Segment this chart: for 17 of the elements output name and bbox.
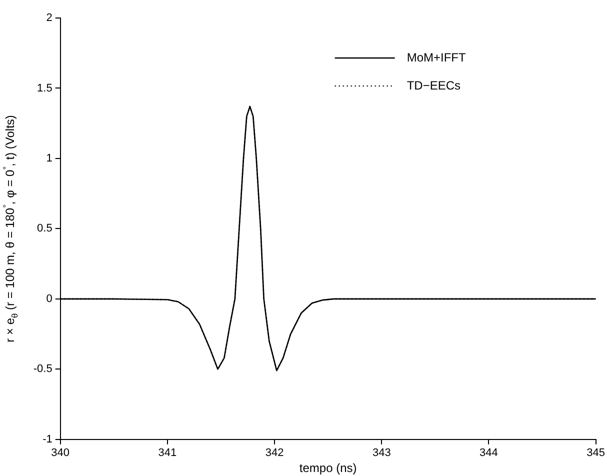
y-tick-label: 1	[46, 152, 52, 164]
y-tick-label: 1.5	[37, 82, 52, 94]
y-tick-label: -0.5	[33, 363, 52, 376]
x-tick-label: 343	[372, 447, 391, 460]
y-axis-title: r × eθ (r = 100 m, θ = 180°, φ = 0°, t) (Volts)	[1, 115, 20, 342]
x-tick-label: 345	[586, 447, 606, 460]
x-tick-label: 340	[51, 447, 70, 460]
x-tick-label: 342	[265, 447, 284, 460]
x-tick-label: 341	[158, 447, 177, 460]
x-axis-title: tempo (ns)	[299, 461, 357, 476]
y-tick-label: -1	[42, 433, 52, 446]
y-tick-label: 0	[46, 292, 52, 305]
legend-label: MoM+IFFT	[406, 50, 466, 64]
legend-label: TD−EECs	[406, 78, 461, 92]
y-tick-label: 0.5	[37, 222, 52, 235]
x-tick-label: 344	[480, 447, 498, 460]
y-tick-label: 2	[46, 12, 52, 24]
